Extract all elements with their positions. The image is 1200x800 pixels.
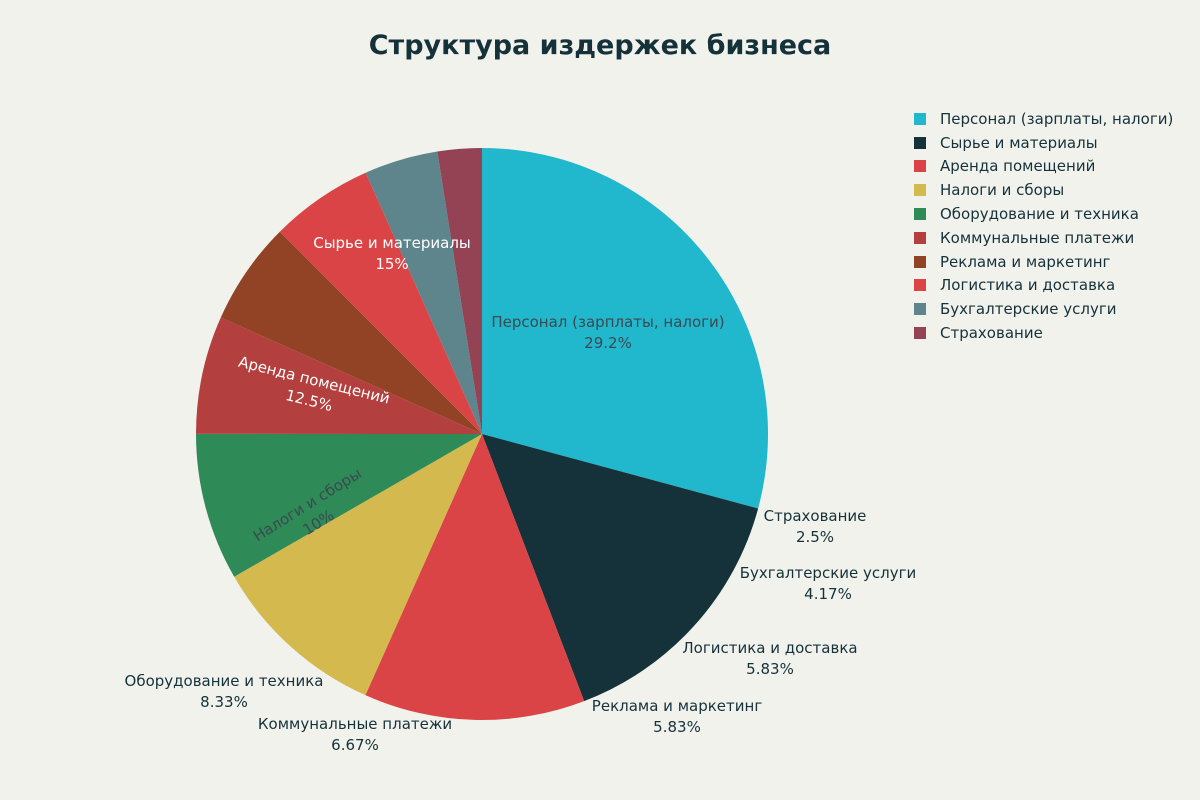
legend-item[interactable]: Коммунальные платежи [914,226,1173,250]
slice-label-percent: 6.67% [331,736,379,754]
legend-swatch-icon [914,208,926,221]
legend-item[interactable]: Налоги и сборы [914,178,1173,202]
legend-swatch-icon [914,303,926,316]
slice-label-percent: 8.33% [200,693,248,711]
slice-label: Персонал (зарплаты, налоги) 29.2% [491,313,724,352]
legend-label: Бухгалтерские услуги [940,300,1117,319]
slice-label: Страхование 2.5% [764,507,867,546]
pie-slice[interactable] [365,151,482,434]
legend-swatch-icon [914,112,926,125]
slice-label: Коммунальные платежи 6.67% [258,715,452,754]
pie-slice[interactable] [195,433,482,577]
pie-slice[interactable] [365,434,585,720]
slice-label-percent: 5.83% [746,660,794,678]
slice-label: Бухгалтерские услуги 4.17% [740,564,916,603]
pie-slice[interactable] [482,434,759,702]
slice-label-name: Персонал (зарплаты, налоги) [491,313,724,331]
slice-label: Реклама и маркетинг 5.83% [592,697,763,736]
legend-label: Коммунальные платежи [940,228,1135,247]
slice-label-name: Реклама и маркетинг [592,697,763,715]
pie-slice[interactable] [482,148,768,509]
legend-label: Сырье и материалы [940,133,1098,152]
legend-swatch-icon [914,255,926,268]
slice-label-name: Логистика и доставка [682,639,857,657]
slice-label-name: Сырье и материалы [313,234,471,252]
slice-label-name: Коммунальные платежи [258,715,452,733]
legend-label: Оборудование и техника [940,205,1139,224]
slice-label: Логистика и доставка 5.83% [682,639,857,678]
slice-label: Сырье и материалы 15% [313,234,471,273]
slice-label-percent: 5.83% [653,718,701,736]
legend-item[interactable]: Реклама и маркетинг [914,250,1173,274]
legend-label: Логистика и доставка [940,276,1116,295]
legend-item[interactable]: Аренда помещений [914,155,1173,179]
pie-slice[interactable] [234,434,482,696]
slice-label-percent: 15% [375,255,408,273]
legend-label: Персонал (зарплаты, налоги) [940,109,1174,128]
slice-label-percent: 4.17% [804,585,852,603]
chart-title: Структура издержек бизнеса [368,30,832,61]
legend-swatch-icon [914,136,926,149]
legend-swatch-icon [914,327,926,340]
legend-item[interactable]: Страхование [914,321,1173,345]
pie-slice[interactable] [196,317,482,434]
legend-item[interactable]: Логистика и доставка [914,274,1173,298]
pie-slice[interactable] [220,231,482,434]
slice-label: Оборудование и техника 8.33% [125,672,324,711]
slice-label-name: Бухгалтерские услуги [740,564,916,582]
legend-item[interactable]: Персонал (зарплаты, налоги) [914,107,1173,131]
legend-item[interactable]: Сырье и материалы [914,131,1173,155]
legend-swatch-icon [914,160,926,173]
slice-label-name: Страхование [764,507,867,525]
legend-swatch-icon [914,279,926,292]
legend-swatch-icon [914,231,926,244]
legend-label: Реклама и маркетинг [940,252,1111,271]
legend-label: Страхование [940,324,1043,343]
pie-slice[interactable] [437,148,482,434]
legend-item[interactable]: Бухгалтерские услуги [914,297,1173,321]
legend-label: Аренда помещений [940,157,1096,176]
pie-slice[interactable] [279,172,482,434]
slice-label-percent: 2.5% [796,528,834,546]
legend-item[interactable]: Оборудование и техника [914,202,1173,226]
legend-swatch-icon [914,184,926,197]
slice-label-percent: 29.2% [584,334,632,352]
legend: Персонал (зарплаты, налоги) Сырье и матер… [914,107,1173,345]
slice-label-name: Оборудование и техника [125,672,324,690]
legend-label: Налоги и сборы [940,181,1065,200]
